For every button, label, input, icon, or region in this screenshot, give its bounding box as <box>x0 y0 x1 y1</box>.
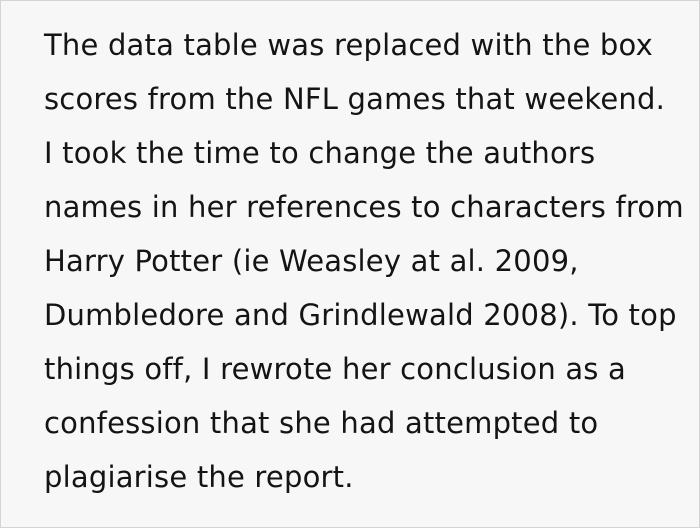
story-line: Dumbledore and Grindlewald 2008). To top <box>44 298 677 332</box>
story-line: names in her references to characters fr… <box>44 190 684 224</box>
story-line: Harry Potter (ie Weasley at al. 2009, <box>44 244 579 278</box>
story-line: I took the time to change the authors <box>44 136 596 170</box>
story-line: plagiarise the report. <box>44 460 354 494</box>
story-line: The data table was replaced with the box <box>44 28 653 62</box>
story-paragraph: The data table was replaced with the box… <box>1 1 699 504</box>
story-line: scores from the NFL games that weekend. <box>44 82 666 116</box>
story-line: confession that she had attempted to <box>44 406 599 440</box>
story-line: things off, I rewrote her conclusion as … <box>44 352 626 386</box>
